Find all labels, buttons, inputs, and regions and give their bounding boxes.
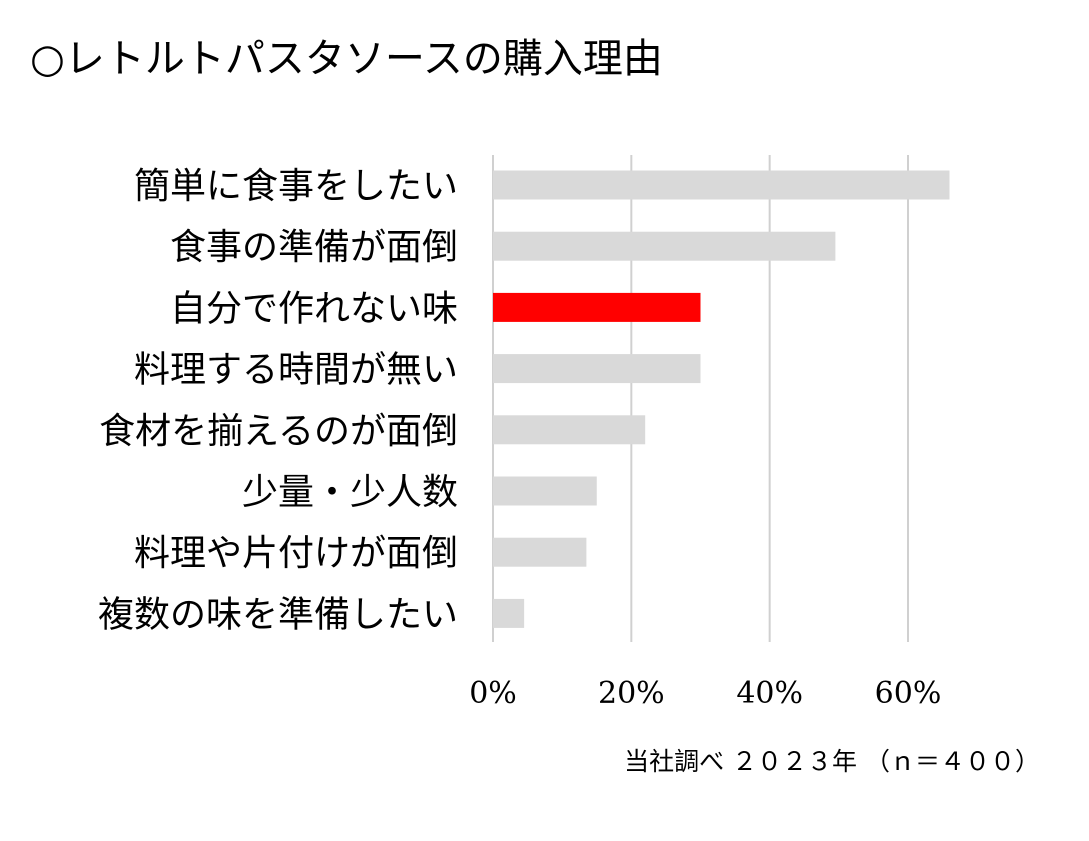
source-note: 当社調べ ２０２３年 （ｎ＝４００） — [624, 747, 1040, 776]
x-tick-label-1: 20% — [598, 676, 665, 711]
bar-1 — [493, 231, 836, 261]
bar-3 — [493, 354, 701, 384]
bar-4 — [493, 415, 646, 445]
chart-title: ○レトルトパスタソースの購入理由 — [30, 36, 663, 82]
x-axis-ticks: 0% 20% 40% 60% — [469, 676, 941, 711]
gridlines — [492, 155, 909, 642]
category-label-3: 料理する時間が無い — [134, 350, 458, 391]
bar-6 — [493, 537, 587, 567]
x-tick-label-2: 40% — [736, 676, 803, 711]
category-label-0: 簡単に食事をしたい — [134, 166, 458, 207]
bar-2 — [493, 292, 701, 322]
category-labels: 簡単に食事をしたい食事の準備が面倒自分で作れない味料理する時間が無い食材を揃える… — [98, 166, 458, 635]
category-label-4: 食材を揃えるのが面倒 — [99, 411, 458, 452]
x-tick-label-3: 60% — [875, 676, 942, 711]
category-label-1: 食事の準備が面倒 — [170, 227, 458, 268]
bar-5 — [493, 476, 597, 506]
bar-0 — [493, 170, 950, 200]
category-label-6: 料理や片付けが面倒 — [134, 533, 458, 574]
bars — [493, 170, 950, 628]
x-tick-label-0: 0% — [469, 676, 517, 711]
category-label-5: 少量・少人数 — [242, 472, 458, 513]
bar-7 — [493, 598, 525, 628]
category-label-2: 自分で作れない味 — [170, 288, 458, 329]
category-label-7: 複数の味を準備したい — [98, 594, 458, 635]
